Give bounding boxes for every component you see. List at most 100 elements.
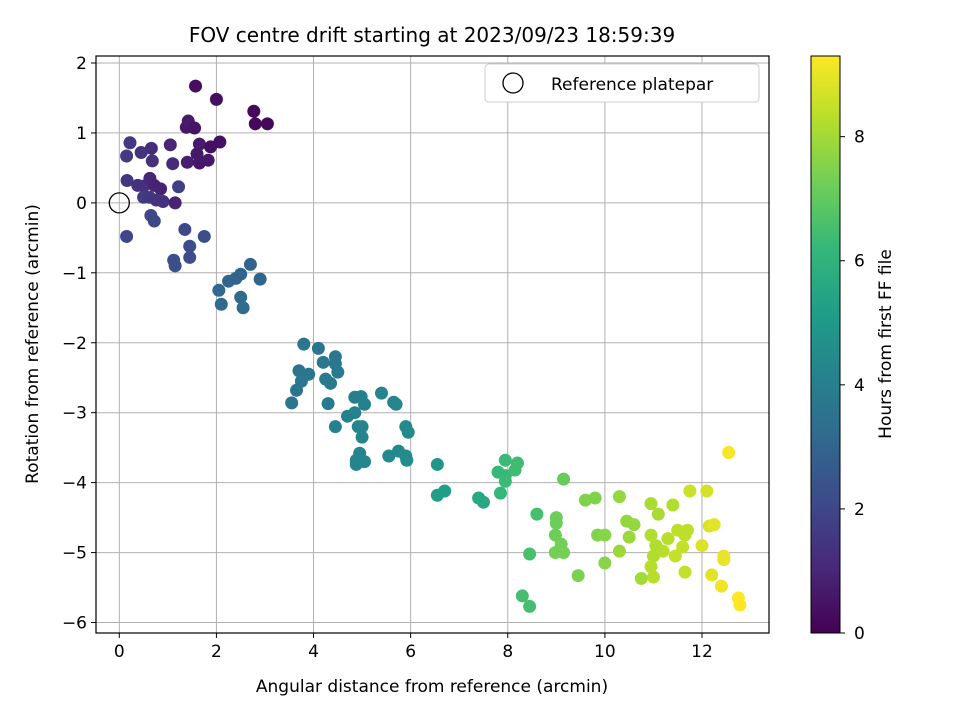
scatter-point bbox=[622, 530, 636, 544]
scatter-point bbox=[578, 493, 592, 507]
y-tick-label: −5 bbox=[62, 544, 87, 564]
colorbar-tick-label: 0 bbox=[854, 624, 865, 644]
scatter-point bbox=[651, 507, 665, 521]
scatter-point bbox=[297, 337, 311, 351]
scatter-point bbox=[247, 104, 261, 118]
colorbar-tick-label: 2 bbox=[854, 500, 865, 520]
scatter-point bbox=[236, 301, 250, 315]
scatter-point bbox=[678, 565, 692, 579]
scatter-point bbox=[234, 290, 248, 304]
scatter-point bbox=[120, 229, 134, 243]
scatter-point bbox=[676, 540, 690, 554]
scatter-point bbox=[166, 157, 180, 171]
scatter-point bbox=[134, 146, 148, 160]
scatter-point bbox=[183, 239, 197, 253]
scatter-point bbox=[316, 355, 330, 369]
legend-label: Reference platepar bbox=[551, 75, 713, 95]
scatter-point bbox=[530, 507, 544, 521]
scatter-point bbox=[168, 259, 182, 273]
y-tick-label: −6 bbox=[62, 614, 87, 634]
data-points bbox=[120, 79, 747, 613]
scatter-point bbox=[209, 92, 223, 106]
scatter-point bbox=[382, 449, 396, 463]
y-axis-ticks: −6 −5 −4 −3 −2 −1 0 1 2 bbox=[62, 54, 96, 634]
colorbar: 0 2 4 6 8 Hours from first FF file bbox=[810, 55, 896, 644]
scatter-point bbox=[172, 180, 186, 194]
scatter-point bbox=[588, 491, 602, 505]
x-tick-label: 12 bbox=[691, 642, 713, 662]
chart-title: FOV centre drift starting at 2023/09/23 … bbox=[189, 23, 675, 47]
scatter-point bbox=[634, 571, 648, 585]
colorbar-ticks: 0 2 4 6 8 bbox=[840, 128, 865, 644]
scatter-point bbox=[508, 463, 522, 477]
y-tick-label: −1 bbox=[62, 264, 87, 284]
scatter-point bbox=[644, 497, 658, 511]
colorbar-label: Hours from first FF file bbox=[876, 249, 896, 439]
scatter-point bbox=[549, 516, 563, 530]
scatter-point bbox=[438, 484, 452, 498]
x-tick-label: 10 bbox=[594, 642, 616, 662]
x-tick-label: 2 bbox=[211, 642, 222, 662]
scatter-point bbox=[717, 553, 731, 567]
legend-marker-reference-platepar bbox=[502, 72, 524, 94]
y-tick-label: −4 bbox=[62, 474, 87, 494]
scatter-point bbox=[212, 283, 226, 297]
grid bbox=[96, 56, 769, 633]
scatter-point bbox=[714, 579, 728, 593]
scatter-point bbox=[201, 153, 215, 167]
scatter-point bbox=[147, 214, 161, 228]
scatter-point bbox=[700, 484, 714, 498]
scatter-point bbox=[668, 549, 682, 563]
scatter-point bbox=[248, 117, 262, 131]
scatter-point bbox=[168, 196, 182, 210]
reference-platepar-marker bbox=[108, 192, 130, 214]
scatter-point bbox=[476, 495, 490, 509]
scatter-point bbox=[290, 383, 304, 397]
scatter-point bbox=[324, 376, 338, 390]
scatter-point bbox=[253, 272, 267, 286]
scatter-point bbox=[733, 598, 747, 612]
scatter-point bbox=[156, 194, 170, 208]
scatter-point bbox=[683, 484, 697, 498]
scatter-point bbox=[400, 453, 414, 467]
scatter-point bbox=[523, 599, 537, 613]
scatter-point bbox=[498, 474, 512, 488]
scatter-point bbox=[695, 539, 709, 553]
scatter-point bbox=[144, 141, 158, 155]
scatter-point bbox=[707, 518, 721, 532]
scatter-point bbox=[627, 518, 641, 532]
scatter-point bbox=[180, 155, 194, 169]
scatter-point bbox=[646, 570, 660, 584]
y-axis-label: Rotation from reference (arcmin) bbox=[23, 204, 43, 484]
scatter-point bbox=[260, 117, 274, 131]
scatter-point bbox=[571, 569, 585, 583]
scatter-point bbox=[612, 544, 626, 558]
scatter-point bbox=[598, 528, 612, 542]
scatter-point bbox=[178, 222, 192, 236]
colorbar-tick-label: 8 bbox=[854, 128, 865, 148]
scatter-point bbox=[355, 430, 369, 444]
legend-box bbox=[484, 63, 760, 103]
plot-area-frame bbox=[95, 55, 770, 634]
scatter-point bbox=[189, 79, 203, 93]
x-tick-label: 0 bbox=[114, 642, 125, 662]
scatter-point bbox=[656, 544, 670, 558]
scatter-point bbox=[188, 121, 202, 135]
scatter-point bbox=[243, 257, 257, 271]
scatter-point bbox=[145, 154, 159, 168]
legend: Reference platepar bbox=[484, 63, 760, 103]
y-tick-label: 2 bbox=[76, 54, 87, 74]
scatter-point bbox=[646, 549, 660, 563]
scatter-point bbox=[213, 135, 227, 149]
scatter-point bbox=[311, 341, 325, 355]
scatter-point bbox=[722, 446, 736, 460]
scatter-point bbox=[120, 173, 134, 187]
scatter-point bbox=[705, 568, 719, 582]
scatter-point bbox=[321, 397, 335, 411]
x-tick-label: 4 bbox=[308, 642, 319, 662]
scatter-point bbox=[678, 528, 692, 542]
scatter-point bbox=[348, 406, 362, 420]
scatter-point bbox=[355, 420, 369, 434]
scatter-point bbox=[328, 420, 342, 434]
